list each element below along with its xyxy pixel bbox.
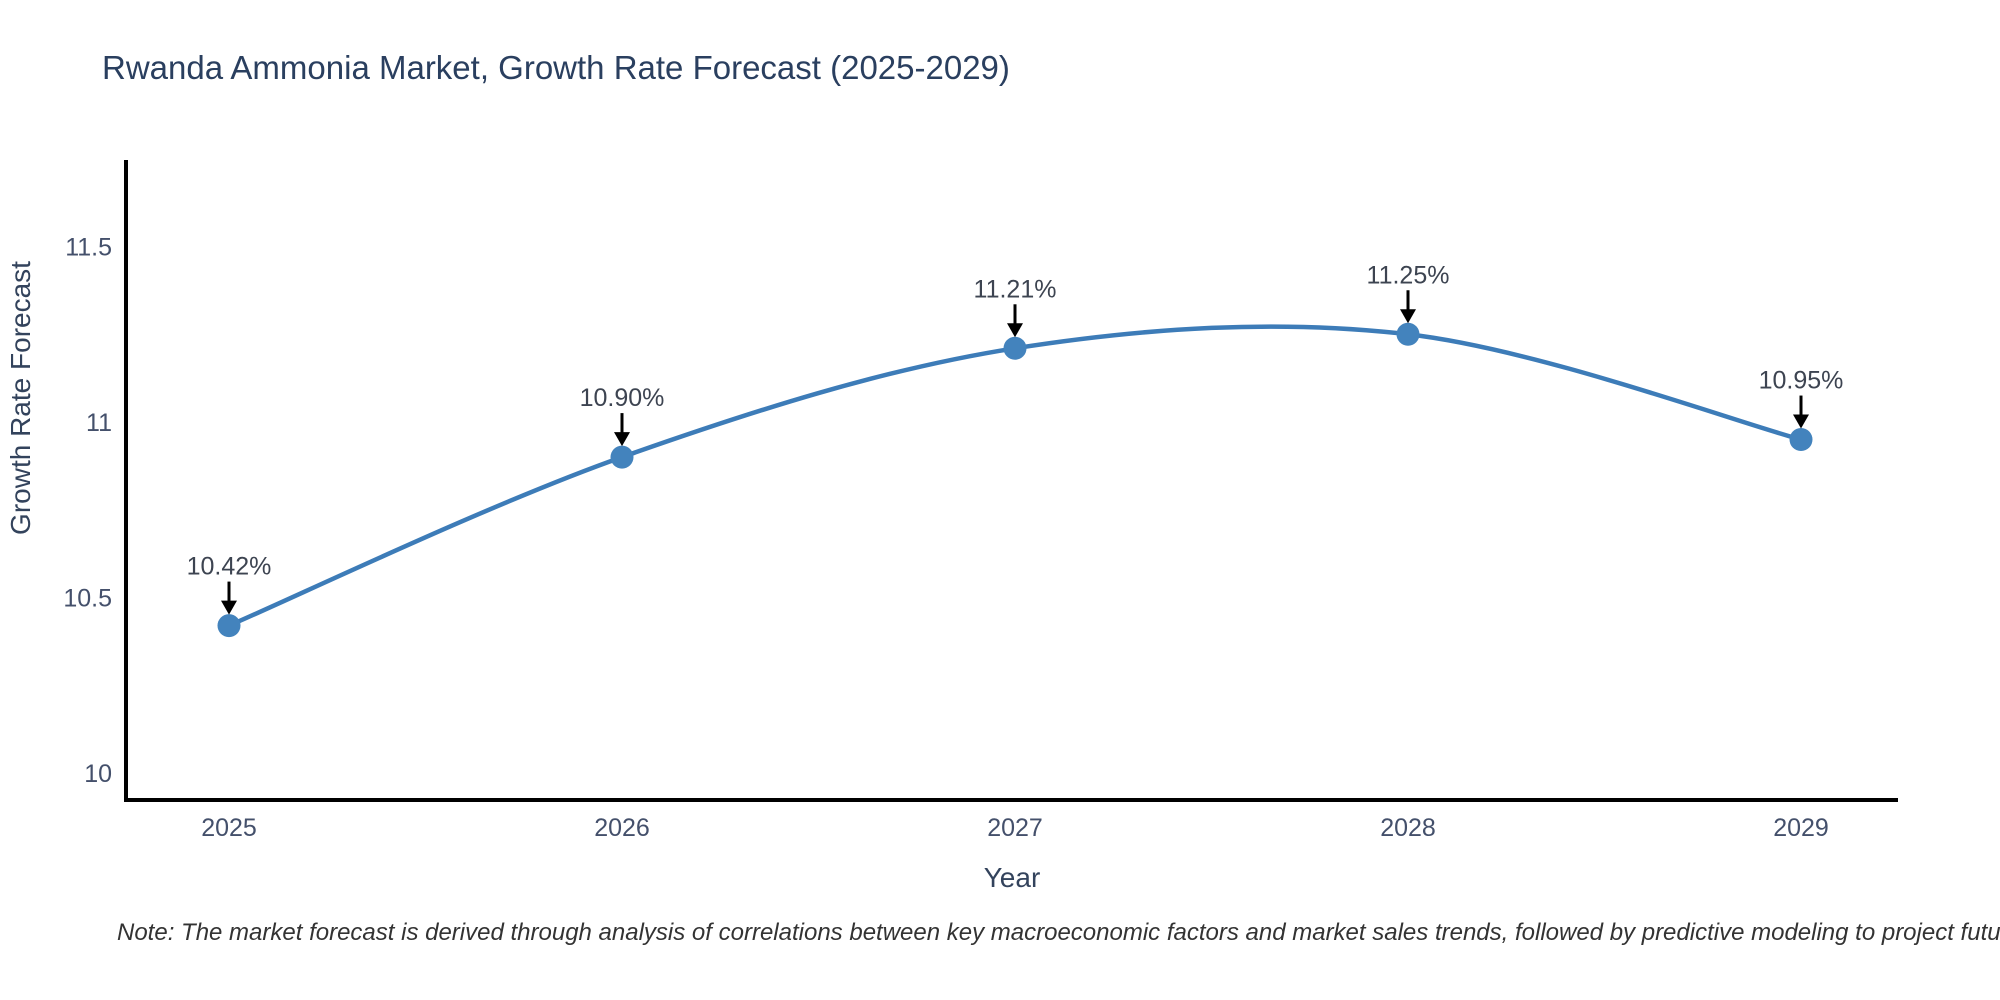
point-annotation: 10.90%: [580, 384, 665, 447]
annotation-arrowhead-icon: [614, 432, 630, 447]
point-value-label: 10.90%: [580, 384, 665, 412]
y-tick-label: 10: [84, 760, 112, 788]
y-tick-label: 11: [86, 409, 112, 437]
x-axis-title: Year: [984, 862, 1041, 893]
annotation-arrowhead-icon: [1793, 414, 1809, 429]
data-point-marker[interactable]: [610, 445, 634, 469]
point-annotations: 10.42% 10.90% 11.21% 11.25% 10.95%: [187, 261, 1844, 615]
annotation-arrowhead-icon: [1007, 323, 1023, 338]
y-tick-label: 10.5: [63, 585, 112, 613]
point-value-label: 10.95%: [1759, 367, 1844, 395]
x-tick-label: 2029: [1773, 814, 1829, 842]
annotation-arrowhead-icon: [1400, 309, 1416, 324]
x-tick-label: 2027: [987, 814, 1043, 842]
y-axis-tick-labels: 10 10.5 11 11.5: [63, 234, 112, 789]
point-annotation: 10.95%: [1759, 367, 1844, 429]
point-value-label: 10.42%: [187, 553, 272, 581]
y-axis-title: Growth Rate Forecast: [5, 261, 36, 535]
chart-title: Rwanda Ammonia Market, Growth Rate Forec…: [102, 49, 1010, 86]
data-point-marker[interactable]: [1789, 428, 1813, 452]
point-value-label: 11.21%: [974, 275, 1057, 303]
x-tick-label: 2026: [594, 814, 650, 842]
x-tick-label: 2025: [201, 814, 257, 842]
data-point-marker[interactable]: [1003, 336, 1027, 360]
x-tick-label: 2028: [1380, 814, 1436, 842]
point-annotation: 11.21%: [974, 275, 1057, 338]
y-tick-label: 11.5: [65, 234, 112, 262]
x-axis-tick-labels: 2025 2026 2027 2028 2029: [201, 814, 1829, 842]
plot-area[interactable]: [126, 160, 1898, 800]
footnote: Note: The market forecast is derived thr…: [117, 919, 2000, 946]
axis-lines: [124, 160, 1898, 802]
data-point-marker[interactable]: [217, 614, 241, 638]
data-point-marker[interactable]: [1396, 322, 1420, 346]
point-annotation: 11.25%: [1367, 261, 1450, 324]
point-value-label: 11.25%: [1367, 261, 1450, 289]
point-annotation: 10.42%: [187, 553, 272, 615]
data-point-markers: [217, 322, 1813, 638]
annotation-arrowhead-icon: [221, 600, 237, 615]
